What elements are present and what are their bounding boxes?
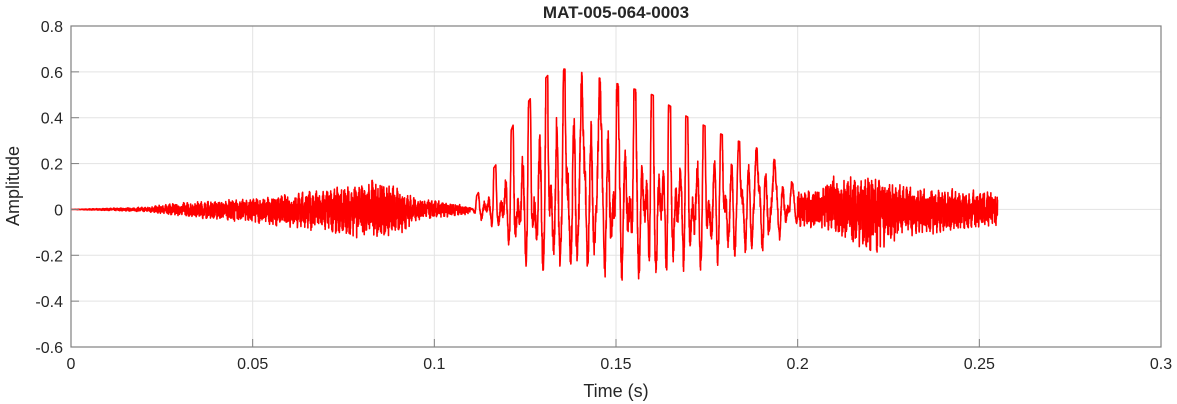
x-tick-label: 0.3 [1150, 356, 1172, 373]
chart-title: MAT-005-064-0003 [543, 3, 689, 22]
y-tick-label: 0.6 [41, 65, 63, 82]
x-axis-label: Time (s) [583, 381, 648, 401]
y-tick-label: 0.2 [41, 157, 63, 174]
series-waveform [70, 68, 999, 281]
x-tick-label: 0.05 [237, 356, 268, 373]
ticks: 0 0.05 0.1 0.15 0.2 0.25 0.3 -0.6 -0.4 -0.2 0 0.2 0.… [35, 19, 1172, 373]
y-tick-label: -0.4 [35, 294, 63, 311]
y-tick-label: 0.8 [41, 19, 63, 36]
y-axis-label: Amplitude [3, 146, 23, 226]
waveform-line [70, 68, 999, 281]
y-tick-label: 0.4 [41, 111, 63, 128]
x-tick-label: 0.15 [600, 356, 631, 373]
y-tick-label: -0.6 [35, 340, 63, 357]
y-tick-label: 0 [54, 202, 63, 219]
x-tick-label: 0.25 [964, 356, 995, 373]
y-tick-label: -0.2 [35, 248, 63, 265]
x-tick-label: 0 [67, 356, 76, 373]
x-tick-label: 0.1 [423, 356, 445, 373]
x-tick-label: 0.2 [787, 356, 809, 373]
